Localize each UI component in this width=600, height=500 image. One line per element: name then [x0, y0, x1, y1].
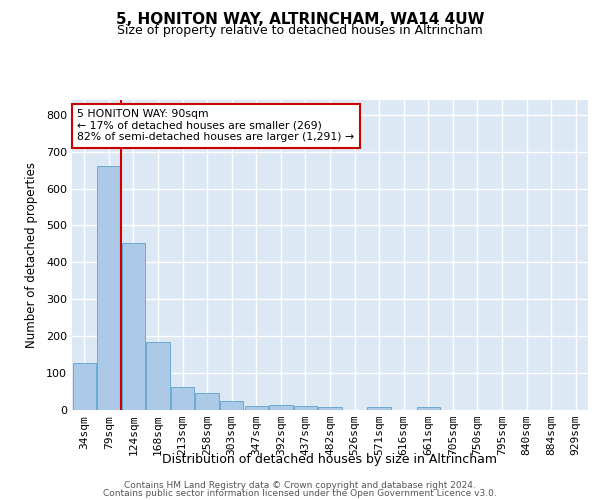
Text: Contains HM Land Registry data © Crown copyright and database right 2024.: Contains HM Land Registry data © Crown c… [124, 481, 476, 490]
Bar [367, 407, 391, 410]
Text: Contains public sector information licensed under the Open Government Licence v3: Contains public sector information licen… [103, 489, 497, 498]
Bar [97, 166, 121, 410]
Bar [294, 406, 317, 410]
Bar [171, 387, 194, 410]
Bar [416, 406, 440, 410]
Text: 5 HONITON WAY: 90sqm
← 17% of detached houses are smaller (269)
82% of semi-deta: 5 HONITON WAY: 90sqm ← 17% of detached h… [77, 110, 354, 142]
Bar [122, 243, 145, 410]
Y-axis label: Number of detached properties: Number of detached properties [25, 162, 38, 348]
Bar [269, 405, 293, 410]
Bar [220, 401, 244, 410]
Text: Distribution of detached houses by size in Altrincham: Distribution of detached houses by size … [163, 452, 497, 466]
Bar [73, 363, 96, 410]
Bar [245, 406, 268, 410]
Text: 5, HONITON WAY, ALTRINCHAM, WA14 4UW: 5, HONITON WAY, ALTRINCHAM, WA14 4UW [116, 12, 484, 28]
Text: Size of property relative to detached houses in Altrincham: Size of property relative to detached ho… [117, 24, 483, 37]
Bar [196, 392, 219, 410]
Bar [319, 407, 341, 410]
Bar [146, 342, 170, 410]
